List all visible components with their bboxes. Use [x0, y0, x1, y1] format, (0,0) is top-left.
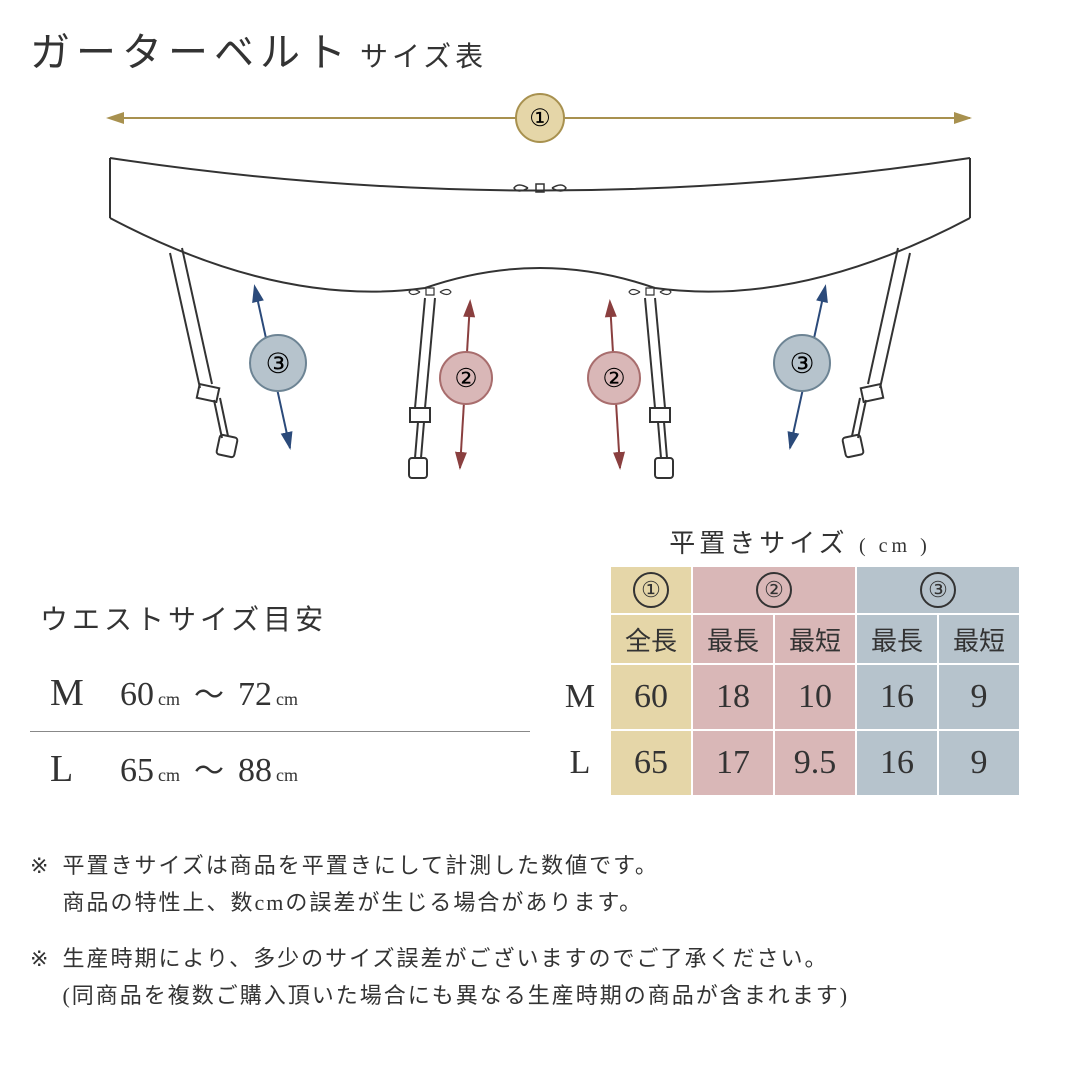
flat-cell: 16 [856, 730, 938, 796]
waist-title: ウエストサイズ目安 [30, 598, 530, 638]
svg-text:③: ③ [789, 349, 814, 380]
note-mark: ※ [30, 847, 50, 922]
waist-row: M60cm〜72cm [30, 656, 530, 732]
title-sub: サイズ表 [360, 35, 487, 75]
waist-row: L65cm〜88cm [30, 732, 530, 807]
svg-text:②: ② [602, 364, 625, 393]
title-main: ガーターベルト [30, 20, 352, 78]
flat-cell: 9 [938, 664, 1020, 730]
flat-table: ①②③全長最長最短最長最短M601810169L65179.5169 [550, 566, 1050, 796]
strap-outer-right [842, 248, 910, 458]
strap-inner-left [409, 298, 435, 478]
waist-range: 60cm〜72cm [120, 670, 298, 714]
waist-size-label: L [50, 747, 120, 791]
garter-diagram: ① [30, 88, 1050, 508]
flat-cell: 10 [774, 664, 856, 730]
flat-cell: 60 [610, 664, 692, 730]
note-mark: ※ [30, 940, 50, 1015]
flat-cell: 18 [692, 664, 774, 730]
note-text: 生産時期により、多少のサイズ誤差がございますのでご了承ください。(同商品を複数ご… [62, 940, 1050, 1015]
notes: ※平置きサイズは商品を平置きにして計測した数値です。商品の特性上、数cmの誤差が… [30, 847, 1050, 1015]
flat-row-size: L [550, 730, 610, 796]
note: ※平置きサイズは商品を平置きにして計測した数値です。商品の特性上、数cmの誤差が… [30, 847, 1050, 922]
flat-cell: 16 [856, 664, 938, 730]
flat-cell: 17 [692, 730, 774, 796]
flat-size-block: 平置きサイズ ( cm ) ①②③全長最長最短最長最短M601810169L65… [550, 523, 1050, 807]
note: ※生産時期により、多少のサイズ誤差がございますのでご了承ください。(同商品を複数… [30, 940, 1050, 1015]
strap-outer-left [170, 248, 238, 458]
flat-cell: 65 [610, 730, 692, 796]
flat-cell: 9 [938, 730, 1020, 796]
flat-row-size: M [550, 664, 610, 730]
strap-inner-right [645, 298, 673, 478]
garter-outline [110, 158, 970, 478]
svg-text:②: ② [454, 364, 477, 393]
note-text: 平置きサイズは商品を平置きにして計測した数値です。商品の特性上、数cmの誤差が生… [62, 847, 1050, 922]
waist-size-block: ウエストサイズ目安 M60cm〜72cmL65cm〜88cm [30, 523, 530, 807]
title: ガーターベルト サイズ表 [30, 20, 1050, 78]
badge-1-num: ① [529, 106, 551, 132]
flat-title: 平置きサイズ ( cm ) [550, 523, 1050, 560]
flat-cell: 9.5 [774, 730, 856, 796]
svg-text:③: ③ [265, 349, 290, 380]
waist-size-label: M [50, 671, 120, 715]
waist-range: 65cm〜88cm [120, 746, 298, 790]
